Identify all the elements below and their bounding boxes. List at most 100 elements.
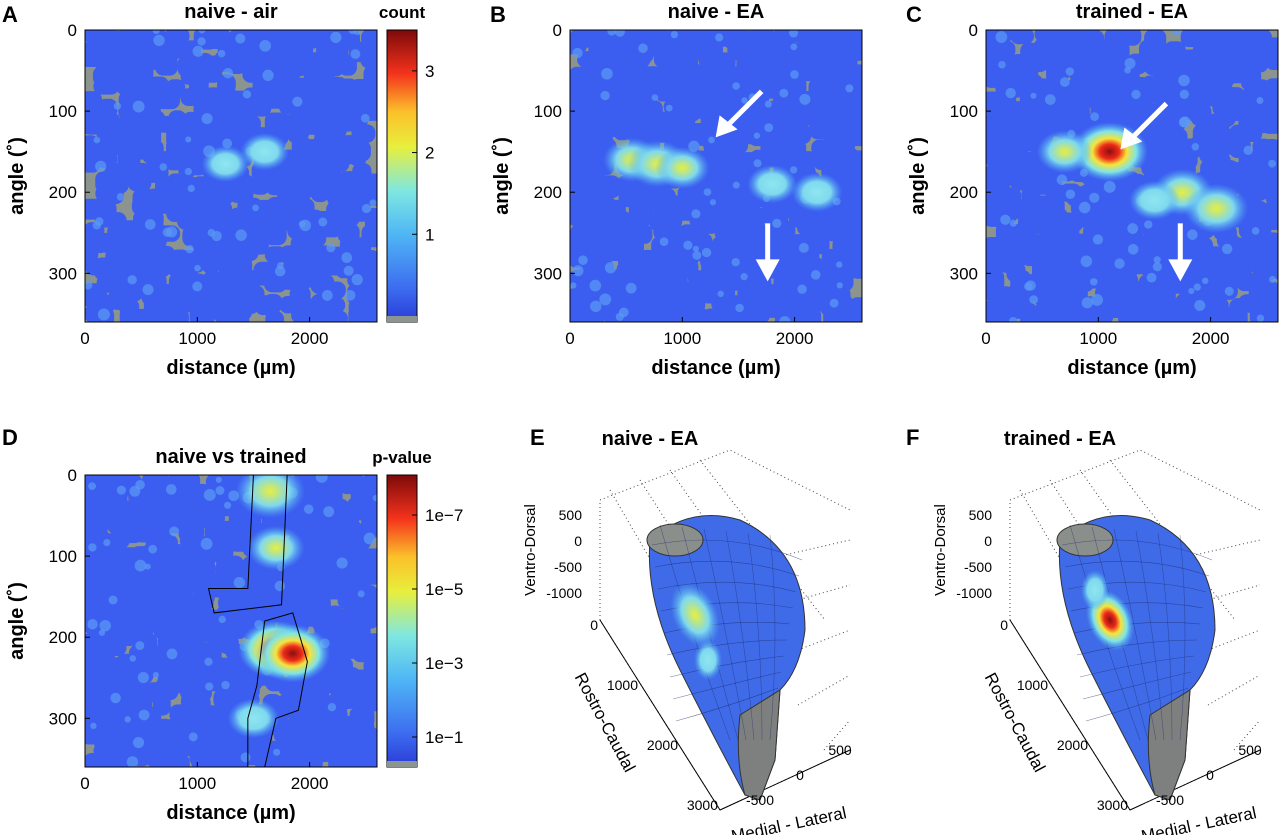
density-speckle: [715, 33, 724, 42]
y-tick-label: 100: [950, 102, 978, 121]
grid-line: [797, 674, 851, 706]
density-cell: [93, 78, 120, 95]
activation-spot: [694, 640, 722, 680]
density-speckle: [1078, 201, 1091, 214]
surface-gray-tail: [737, 689, 781, 801]
density-speckle: [753, 132, 761, 139]
density-speckle: [789, 30, 799, 38]
x-tick-label: 2000: [1192, 329, 1230, 348]
y-tick-label: 300: [950, 264, 978, 283]
density-speckle: [369, 199, 377, 207]
density-speckle: [124, 716, 131, 723]
hotspot: [247, 526, 305, 570]
density-speckle: [701, 247, 712, 258]
hotspot: [1129, 180, 1180, 220]
density-cell: [168, 308, 189, 322]
density-speckle: [350, 49, 361, 59]
panel-letter-f: F: [906, 425, 919, 450]
significance-contour: [207, 475, 288, 614]
density-speckle: [127, 275, 137, 285]
density-speckle: [1202, 277, 1209, 285]
hotspot: [1036, 130, 1093, 173]
density-speckle: [90, 722, 97, 730]
x-axis-label: distance (µm): [651, 357, 780, 379]
colorbar-gradient: [386, 29, 418, 323]
density-speckle: [651, 94, 659, 101]
y-tick-label: 3000: [687, 797, 718, 813]
density-speckle: [88, 482, 96, 491]
density-speckle: [166, 226, 178, 238]
density-cell: [273, 727, 296, 744]
density-speckle: [343, 265, 354, 276]
hotspot: [791, 172, 843, 212]
density-speckle: [790, 43, 798, 51]
density-speckle: [829, 298, 839, 308]
density-speckle: [691, 209, 701, 219]
density-speckle: [184, 167, 192, 176]
density-cell: [1094, 307, 1114, 322]
x-tick-label: 500: [1238, 742, 1262, 758]
x-tick-label: -500: [746, 792, 774, 808]
density-speckle: [360, 113, 370, 123]
density-speckle: [732, 181, 740, 189]
density-speckle: [321, 290, 333, 301]
density-cell: [263, 294, 283, 313]
density-speckle: [211, 230, 222, 242]
density-speckle: [717, 290, 724, 298]
hotspot: [201, 145, 249, 182]
density-speckle: [152, 30, 160, 35]
density-speckle: [235, 229, 247, 241]
mesh-line: [651, 539, 803, 561]
mesh-line: [669, 655, 785, 678]
density-cell: [993, 123, 1016, 142]
density-speckle: [222, 68, 234, 79]
mesh-line: [703, 528, 747, 741]
density-speckle: [1127, 243, 1139, 255]
density-speckle: [87, 619, 98, 630]
density-speckle: [604, 262, 617, 274]
density-field: [85, 475, 377, 767]
z-tick-label: 0: [984, 533, 992, 549]
density-speckle: [134, 559, 147, 572]
density-speckle: [103, 539, 111, 547]
density-speckle: [165, 484, 177, 495]
density-speckle: [1193, 283, 1201, 291]
density-cell: [361, 568, 377, 585]
density-speckle: [1090, 278, 1098, 286]
arrow-head: [715, 115, 738, 138]
density-speckle: [135, 479, 145, 490]
heatmap-panel-a: 0 1000 2000 0 100 200 300 naive - air distance (…: [5, 1, 434, 379]
grid-line: [1207, 674, 1261, 706]
x-axis-label: distance (µm): [1067, 357, 1196, 379]
z-tick-label: -1000: [546, 585, 582, 601]
density-speckle: [1268, 159, 1277, 168]
grid-line: [609, 489, 721, 681]
density-cell: [1215, 110, 1236, 127]
density-cell: [746, 306, 770, 322]
density-speckle: [132, 736, 145, 749]
density-cell: [588, 245, 613, 262]
density-speckle: [1114, 258, 1125, 269]
density-speckle: [638, 43, 648, 54]
x-tick-label: 0: [565, 329, 574, 348]
density-field: [85, 30, 377, 322]
density-cell: [1224, 306, 1248, 322]
density-speckle: [200, 537, 213, 550]
density-speckle: [192, 281, 203, 292]
surface-mesh: [646, 515, 806, 801]
colorbar-gray-swatch: [387, 761, 417, 767]
mesh-line: [747, 532, 763, 741]
density-speckle: [217, 49, 226, 58]
density-cell: [1262, 232, 1278, 251]
colorbar-tick-label: 2: [425, 144, 434, 163]
density-speckle: [1090, 112, 1099, 121]
x-tick-label: 0: [981, 329, 990, 348]
density-speckle: [116, 193, 125, 201]
density-cell: [626, 306, 648, 322]
density-speckle: [144, 563, 151, 570]
y-tick-label: 100: [49, 547, 77, 566]
density-cell: [1240, 125, 1263, 142]
density-cell: [298, 750, 323, 767]
density-cell: [993, 160, 1014, 177]
